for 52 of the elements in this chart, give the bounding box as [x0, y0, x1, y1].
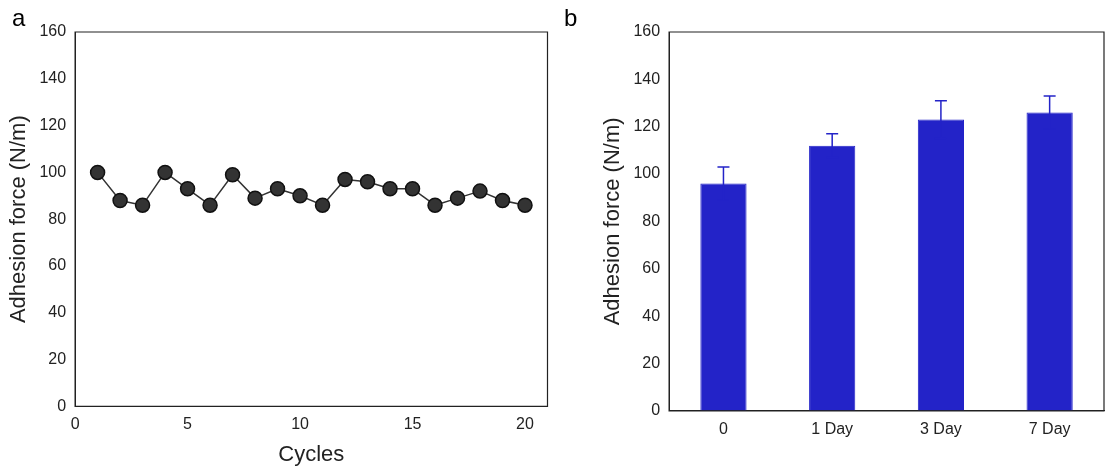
point [359, 174, 376, 190]
x-tick-label: 7 Day [1028, 419, 1071, 437]
point [472, 183, 488, 199]
point [157, 164, 173, 181]
y-tick-label: 160 [39, 22, 67, 40]
y-axis-title: Adhesion force (N/m) [599, 117, 625, 326]
y-tick-label: 140 [39, 69, 67, 87]
point [247, 190, 263, 206]
point [314, 197, 331, 213]
y-tick-label: 100 [39, 162, 67, 180]
y-tick-label: 0 [651, 401, 661, 419]
y-tick-label: 120 [39, 116, 67, 134]
y-tick-label: 20 [642, 353, 661, 371]
y-tick-label: 120 [633, 117, 661, 135]
point [404, 181, 421, 197]
y-tick-label: 80 [48, 209, 67, 227]
point [269, 181, 286, 197]
y-tick-label: 0 [57, 396, 67, 414]
y-tick-label: 60 [48, 256, 67, 274]
point [292, 188, 308, 204]
point [224, 166, 241, 183]
x-axis-title: Cycles [278, 440, 345, 466]
point [112, 192, 128, 209]
point [449, 190, 466, 206]
x-tick-label: 0 [70, 415, 80, 433]
x-tick-label: 10 [291, 415, 310, 433]
y-tick-label: 20 [48, 350, 67, 368]
x-tick-label: 1 Day [811, 419, 854, 437]
y-tick-label: 60 [642, 259, 661, 277]
point [337, 171, 353, 188]
point [89, 164, 106, 181]
point [382, 181, 398, 197]
x-tick-label: 20 [516, 415, 534, 433]
point [427, 197, 443, 213]
point [134, 197, 151, 213]
point [179, 181, 196, 197]
x-tick-label: 15 [403, 415, 422, 433]
x-tick-label: 5 [183, 415, 193, 433]
point [517, 197, 533, 213]
point [202, 197, 218, 213]
x-tick-label: 0 [719, 419, 729, 437]
y-tick-label: 160 [633, 22, 661, 40]
y-axis-title: Adhesion force (N/m) [5, 115, 31, 324]
y-tick-label: 80 [642, 211, 661, 229]
point [494, 192, 511, 209]
y-tick-label: 40 [48, 303, 67, 321]
y-tick-label: 40 [642, 306, 661, 324]
y-tick-label: 100 [633, 164, 661, 182]
chart-title: a [12, 4, 26, 32]
chart-title: b [564, 4, 578, 32]
y-tick-label: 140 [633, 69, 661, 87]
x-tick-label: 3 Day [920, 419, 962, 437]
